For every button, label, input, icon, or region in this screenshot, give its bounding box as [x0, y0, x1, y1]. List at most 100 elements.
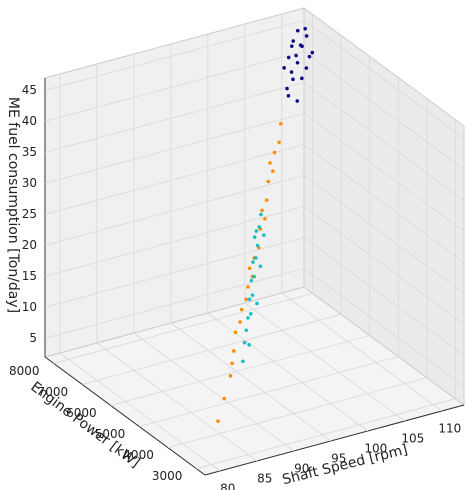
x-tick-label: 110	[438, 422, 461, 436]
grid-line	[44, 19, 465, 139]
point	[295, 28, 300, 33]
point	[255, 301, 259, 306]
point	[254, 256, 258, 260]
point	[239, 307, 244, 312]
x-tick-label: 100	[364, 442, 387, 456]
point	[259, 212, 263, 217]
z-axis-label: ME fuel consumption [Ton/day]	[5, 97, 21, 313]
point	[278, 121, 283, 126]
z-tick-label: 45	[22, 83, 37, 97]
point	[238, 320, 242, 324]
point	[254, 229, 259, 233]
z-tick-label: 5	[29, 331, 37, 345]
grid-line	[59, 74, 221, 472]
point	[304, 66, 309, 70]
point	[310, 50, 315, 55]
point	[271, 169, 275, 174]
grid-line	[244, 24, 406, 422]
point	[230, 361, 234, 366]
point	[251, 260, 255, 264]
y-tick-label: 7000	[38, 385, 69, 399]
y-tick-label: 8000	[9, 364, 40, 378]
grid-line	[139, 77, 399, 427]
grid-line	[44, 174, 465, 294]
grid-line	[44, 205, 465, 325]
grid-line	[44, 112, 465, 232]
grid-line	[96, 64, 258, 462]
point	[290, 44, 294, 48]
grid-line	[53, 14, 313, 364]
grid-line	[44, 50, 465, 170]
point	[247, 297, 252, 302]
point	[216, 419, 220, 424]
point	[264, 198, 269, 202]
point	[295, 99, 300, 103]
point	[246, 285, 250, 289]
y-tick-label: 5000	[95, 427, 126, 441]
z-tick-label: 15	[22, 269, 37, 283]
point	[300, 76, 304, 81]
point	[258, 264, 263, 269]
point	[233, 330, 238, 335]
point	[250, 293, 255, 297]
point	[289, 70, 294, 74]
point	[244, 297, 249, 302]
point	[295, 60, 300, 65]
grid-line	[44, 143, 465, 263]
y-tick-label: 3000	[152, 469, 183, 483]
point	[252, 274, 256, 279]
point	[222, 396, 226, 401]
grid-line	[44, 267, 465, 387]
z-tick-label: 40	[22, 114, 37, 128]
z-tick-label: 30	[22, 176, 37, 190]
point	[263, 216, 267, 221]
y-tick-label: 6000	[66, 406, 97, 420]
point	[268, 161, 272, 165]
point	[244, 328, 249, 333]
x-tick-label: 85	[257, 472, 272, 486]
point	[307, 54, 312, 59]
x-tick-label: 95	[331, 452, 346, 466]
point	[228, 373, 233, 378]
grid-line	[44, 236, 465, 356]
point	[277, 140, 281, 145]
point	[249, 278, 254, 283]
point	[252, 235, 257, 240]
z-tick-label: 25	[22, 207, 37, 221]
point	[249, 312, 253, 316]
point	[261, 233, 266, 238]
point	[294, 53, 298, 58]
point	[300, 44, 304, 49]
grid-line	[133, 54, 295, 452]
grid-line	[281, 14, 443, 412]
grid-line	[110, 56, 371, 406]
point	[272, 150, 277, 155]
x-tick-label: 105	[401, 432, 424, 446]
point	[247, 343, 251, 347]
point	[291, 39, 296, 43]
point	[246, 316, 250, 320]
x-tick-label: 90	[294, 462, 309, 476]
z-tick-label: 20	[22, 238, 37, 252]
grid-line	[170, 44, 332, 442]
point	[303, 26, 307, 31]
point	[266, 179, 271, 184]
point	[291, 77, 295, 82]
grid-line	[44, 81, 465, 201]
point	[257, 225, 262, 229]
point	[286, 94, 291, 98]
back-right-pane	[303, 7, 465, 406]
grid-line	[167, 98, 428, 448]
x-tick-label: 80	[220, 482, 235, 490]
grid-line	[196, 119, 456, 470]
grid-line	[207, 34, 369, 432]
y-axis-line	[44, 356, 206, 476]
point	[285, 86, 289, 91]
point	[255, 243, 260, 248]
x-axis-line	[204, 404, 465, 476]
point	[241, 359, 245, 364]
grid-line	[82, 35, 342, 385]
point	[232, 349, 236, 353]
point	[286, 55, 291, 60]
